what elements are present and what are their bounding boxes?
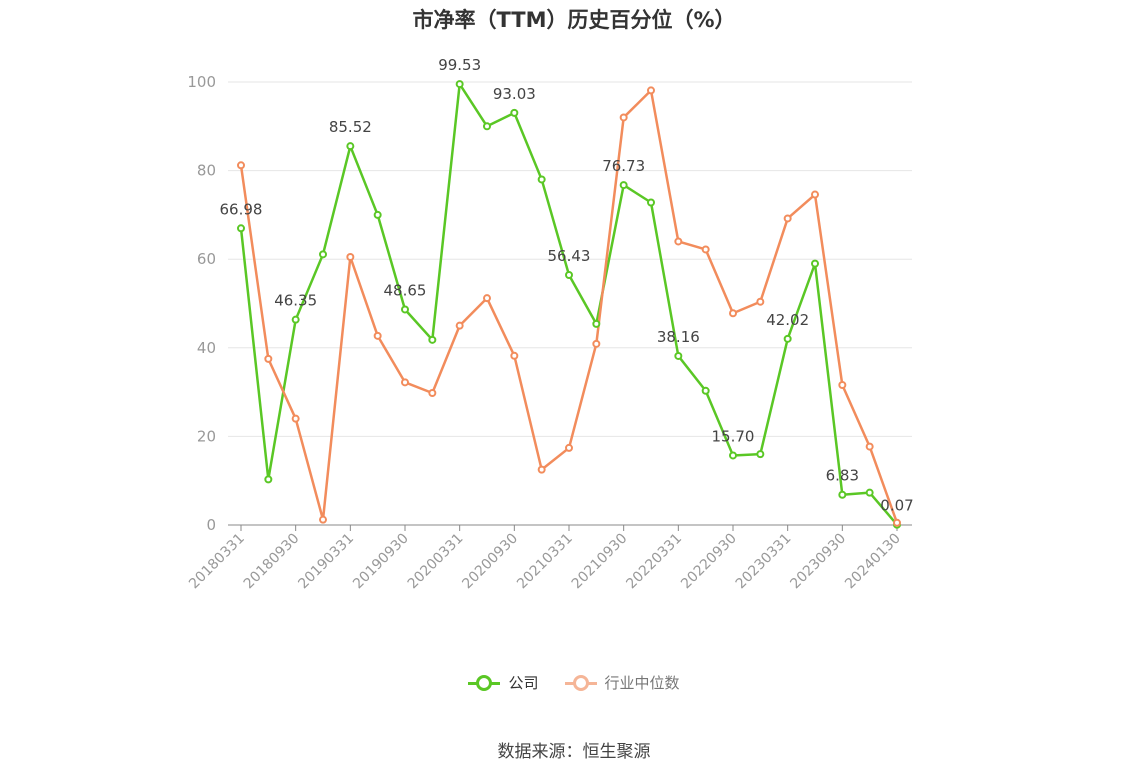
data-label: 56.43 [548,247,591,265]
y-tick-label: 20 [197,427,216,445]
data-point [729,309,737,318]
x-tick-label: 20210930 [569,531,631,593]
data-source: 数据来源：恒生聚源 [497,742,651,762]
data-point [592,319,601,328]
data-point [838,490,847,499]
data-label: 76.73 [602,157,645,175]
data-point [237,224,245,233]
data-label: 46.35 [274,292,317,310]
series-line-0 [239,82,898,526]
data-labels: 66.98 46.35 85.52 48.65 99.53 93.03 56.43 76.73… [220,56,914,515]
legend-label-industry-median: 行业中位数 [604,674,680,692]
data-point [346,142,355,151]
y-axis: 0 20 40 60 80 100 [187,73,216,534]
data-point [455,321,464,330]
data-label: 85.52 [329,118,372,136]
data-point [264,475,273,484]
y-tick-label: 80 [197,162,216,180]
data-point [783,334,792,343]
data-point [483,122,491,131]
data-point [291,414,300,423]
data-label: 99.53 [438,56,481,74]
y-tick-label: 40 [197,339,216,357]
data-point [701,245,710,254]
legend-item-industry-median[interactable]: 行业中位数 [564,672,680,693]
legend-swatch-industry-median [564,674,597,691]
x-tick-label: 20180331 [186,531,248,593]
data-point [537,465,546,474]
data-point [346,252,355,261]
y-tick-label: 60 [197,250,216,268]
data-point [319,515,327,524]
series-layer [237,80,901,529]
data-point [674,237,683,246]
data-point [483,294,491,303]
data-point [373,331,382,340]
data-point [756,450,765,459]
data-label: 15.70 [712,427,755,445]
data-point [510,351,519,360]
data-point [455,80,464,89]
x-tick-label: 20200930 [459,531,521,593]
data-point [619,181,628,190]
data-point [537,175,546,184]
data-point [838,381,847,390]
data-point [565,443,573,452]
data-label: 48.65 [384,281,427,299]
data-point [510,108,519,117]
y-tick-label: 0 [206,516,216,534]
x-tick-label: 20230930 [787,531,849,593]
data-point [729,451,737,460]
data-label: 42.02 [766,311,809,329]
data-point [401,378,409,387]
data-point [865,488,874,497]
x-tick-label: 20220930 [678,531,740,593]
data-point [811,190,819,199]
data-point [237,161,245,170]
data-point [893,518,901,527]
data-point [592,339,601,348]
x-tick-label: 20220331 [623,531,685,593]
legend-item-company[interactable]: 公司 [468,672,539,693]
data-point [674,351,683,360]
data-point [319,250,327,259]
data-point [264,354,273,363]
data-point [701,386,710,395]
data-point [865,442,874,451]
y-tick-label: 100 [187,73,216,91]
data-label: 38.16 [657,328,700,346]
x-tick-label: 20210331 [514,531,576,593]
x-axis: 2018033120180930201903312019093020200331… [186,524,912,593]
data-point [783,214,792,223]
data-point [401,305,409,314]
data-point [428,388,437,397]
x-tick-label: 20190930 [350,531,412,593]
data-label: 6.83 [826,467,859,485]
chart-title: 市净率（TTM）历史百分位（%） [412,8,736,32]
legend: 公司 行业中位数 [0,672,1148,693]
data-point [291,315,300,324]
data-point [428,335,437,344]
data-label: 66.98 [220,200,263,218]
x-tick-label: 20180930 [241,531,303,593]
data-label: 93.03 [493,85,536,103]
legend-swatch-company [468,674,501,691]
data-point [756,297,765,306]
legend-label-company: 公司 [508,674,539,692]
data-point [373,210,382,219]
data-point [565,271,573,280]
x-tick-label: 20230331 [733,531,795,593]
x-tick-label: 20200331 [405,531,467,593]
data-point [811,259,819,268]
data-point [619,113,628,122]
data-point [647,86,655,95]
x-tick-label: 20240130 [842,531,904,593]
x-tick-label: 20190331 [295,531,357,593]
data-label: 0.07 [880,497,913,515]
data-point [647,198,655,207]
